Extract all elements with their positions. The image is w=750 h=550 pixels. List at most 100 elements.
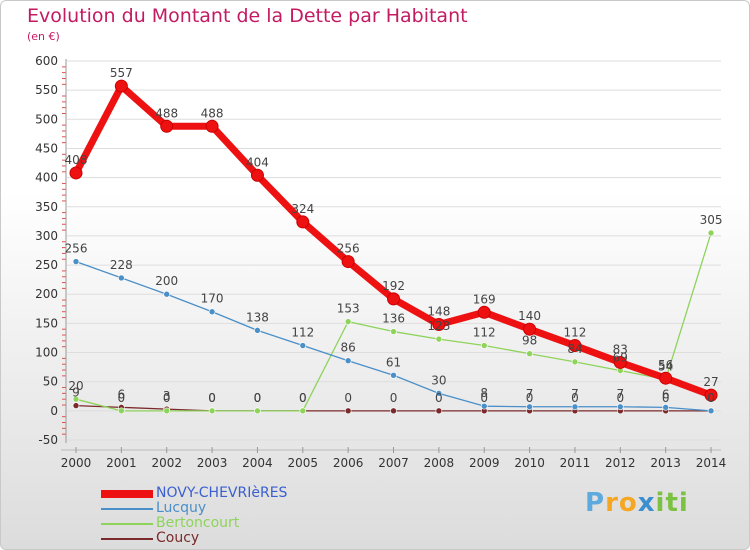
x-tick-label: 2004 xyxy=(242,456,273,470)
data-label: 136 xyxy=(382,312,405,326)
x-tick-label: 2005 xyxy=(288,456,319,470)
y-tick-label: 400 xyxy=(35,171,58,185)
x-tick-label: 2008 xyxy=(424,456,455,470)
x-tick-label: 2011 xyxy=(560,456,591,470)
data-label: 256 xyxy=(65,242,88,256)
proxiti-logo: Proxiti xyxy=(585,488,689,518)
y-tick-label: 150 xyxy=(35,316,58,330)
data-point xyxy=(72,258,80,265)
y-tick-label: 450 xyxy=(35,141,58,155)
y-tick-label: 200 xyxy=(35,287,58,301)
data-label: 324 xyxy=(291,202,314,216)
x-tick-label: 2000 xyxy=(61,456,92,470)
data-point xyxy=(114,79,128,93)
data-label: 0 xyxy=(390,391,398,405)
logo-letter: i xyxy=(678,488,689,518)
data-point xyxy=(659,371,673,385)
data-label: 256 xyxy=(337,242,360,256)
data-label: 0 xyxy=(616,391,624,405)
data-point xyxy=(254,407,261,415)
logo-letter: x xyxy=(637,488,656,518)
x-tick-label: 2009 xyxy=(469,456,500,470)
logo-letter: o xyxy=(618,488,638,518)
y-tick-label: 250 xyxy=(35,258,58,272)
data-label: 6 xyxy=(662,387,670,401)
data-label: 0 xyxy=(571,391,579,405)
data-label: 69 xyxy=(613,351,628,365)
chart-title: Evolution du Montant de la Dette par Hab… xyxy=(27,5,468,27)
data-point xyxy=(432,318,446,332)
data-point xyxy=(571,358,579,366)
data-point xyxy=(296,215,310,229)
data-label: 408 xyxy=(65,153,88,167)
data-point xyxy=(250,168,264,182)
data-label: 98 xyxy=(522,334,537,348)
data-point xyxy=(477,305,491,319)
legend-label: Bertoncourt xyxy=(156,515,240,531)
data-label: 7 xyxy=(571,387,579,401)
data-label: 0 xyxy=(208,391,216,405)
data-point xyxy=(299,342,307,349)
logo-letter: i xyxy=(655,488,666,518)
data-label: 0 xyxy=(208,391,216,405)
data-point xyxy=(387,292,401,306)
data-label: 7 xyxy=(616,387,624,401)
data-label: 27 xyxy=(703,375,718,389)
data-point xyxy=(662,404,669,411)
data-label: 84 xyxy=(567,342,582,356)
data-point xyxy=(435,407,443,415)
data-label: 0 xyxy=(707,391,715,405)
data-label: 0 xyxy=(344,391,352,405)
data-point xyxy=(205,119,219,133)
data-label: 148 xyxy=(427,305,450,319)
x-tick-label: 2001 xyxy=(106,456,137,470)
data-point xyxy=(707,229,715,237)
data-label: 305 xyxy=(700,213,723,227)
legend-label: Coucy xyxy=(156,530,200,546)
data-label: 0 xyxy=(299,391,307,405)
y-tick-label: 500 xyxy=(35,112,58,126)
data-label: 0 xyxy=(118,391,126,405)
data-label: 557 xyxy=(110,66,133,80)
logo-letter: t xyxy=(665,488,679,518)
data-point xyxy=(344,357,352,365)
x-tick-label: 2006 xyxy=(333,456,364,470)
data-label: 20 xyxy=(68,379,83,393)
data-label: 0 xyxy=(254,391,262,405)
data-label: 0 xyxy=(526,391,534,405)
data-label: 138 xyxy=(246,310,269,324)
data-point xyxy=(69,166,83,180)
data-label: 140 xyxy=(518,309,541,323)
data-label: 200 xyxy=(155,274,178,288)
data-label: 0 xyxy=(435,391,443,405)
data-point xyxy=(523,322,537,336)
x-tick-label: 2012 xyxy=(605,456,636,470)
data-point xyxy=(480,342,488,349)
x-tick-label: 2010 xyxy=(514,456,545,470)
y-tick-label: 0 xyxy=(50,404,58,418)
data-label: 170 xyxy=(201,292,224,306)
data-point xyxy=(480,402,488,410)
logo-letter: r xyxy=(605,488,619,518)
data-label: 9 xyxy=(72,386,80,400)
data-label: 112 xyxy=(291,326,314,340)
data-label: 86 xyxy=(341,341,356,355)
chart-unit: (en €) xyxy=(27,30,60,43)
data-label: 83 xyxy=(613,342,628,356)
data-point xyxy=(617,403,624,411)
data-point xyxy=(118,274,125,282)
data-label: 0 xyxy=(163,391,171,405)
data-label: 112 xyxy=(564,326,587,340)
logo-letter: P xyxy=(585,488,606,518)
data-label: 8 xyxy=(480,386,488,400)
data-point xyxy=(390,328,397,335)
legend-swatch xyxy=(101,490,153,498)
y-tick-label: 350 xyxy=(35,200,58,214)
data-point xyxy=(390,371,397,379)
data-label: 404 xyxy=(246,155,269,169)
x-tick-label: 2013 xyxy=(650,456,681,470)
data-label: 0 xyxy=(254,391,262,405)
data-label: 228 xyxy=(110,258,133,272)
